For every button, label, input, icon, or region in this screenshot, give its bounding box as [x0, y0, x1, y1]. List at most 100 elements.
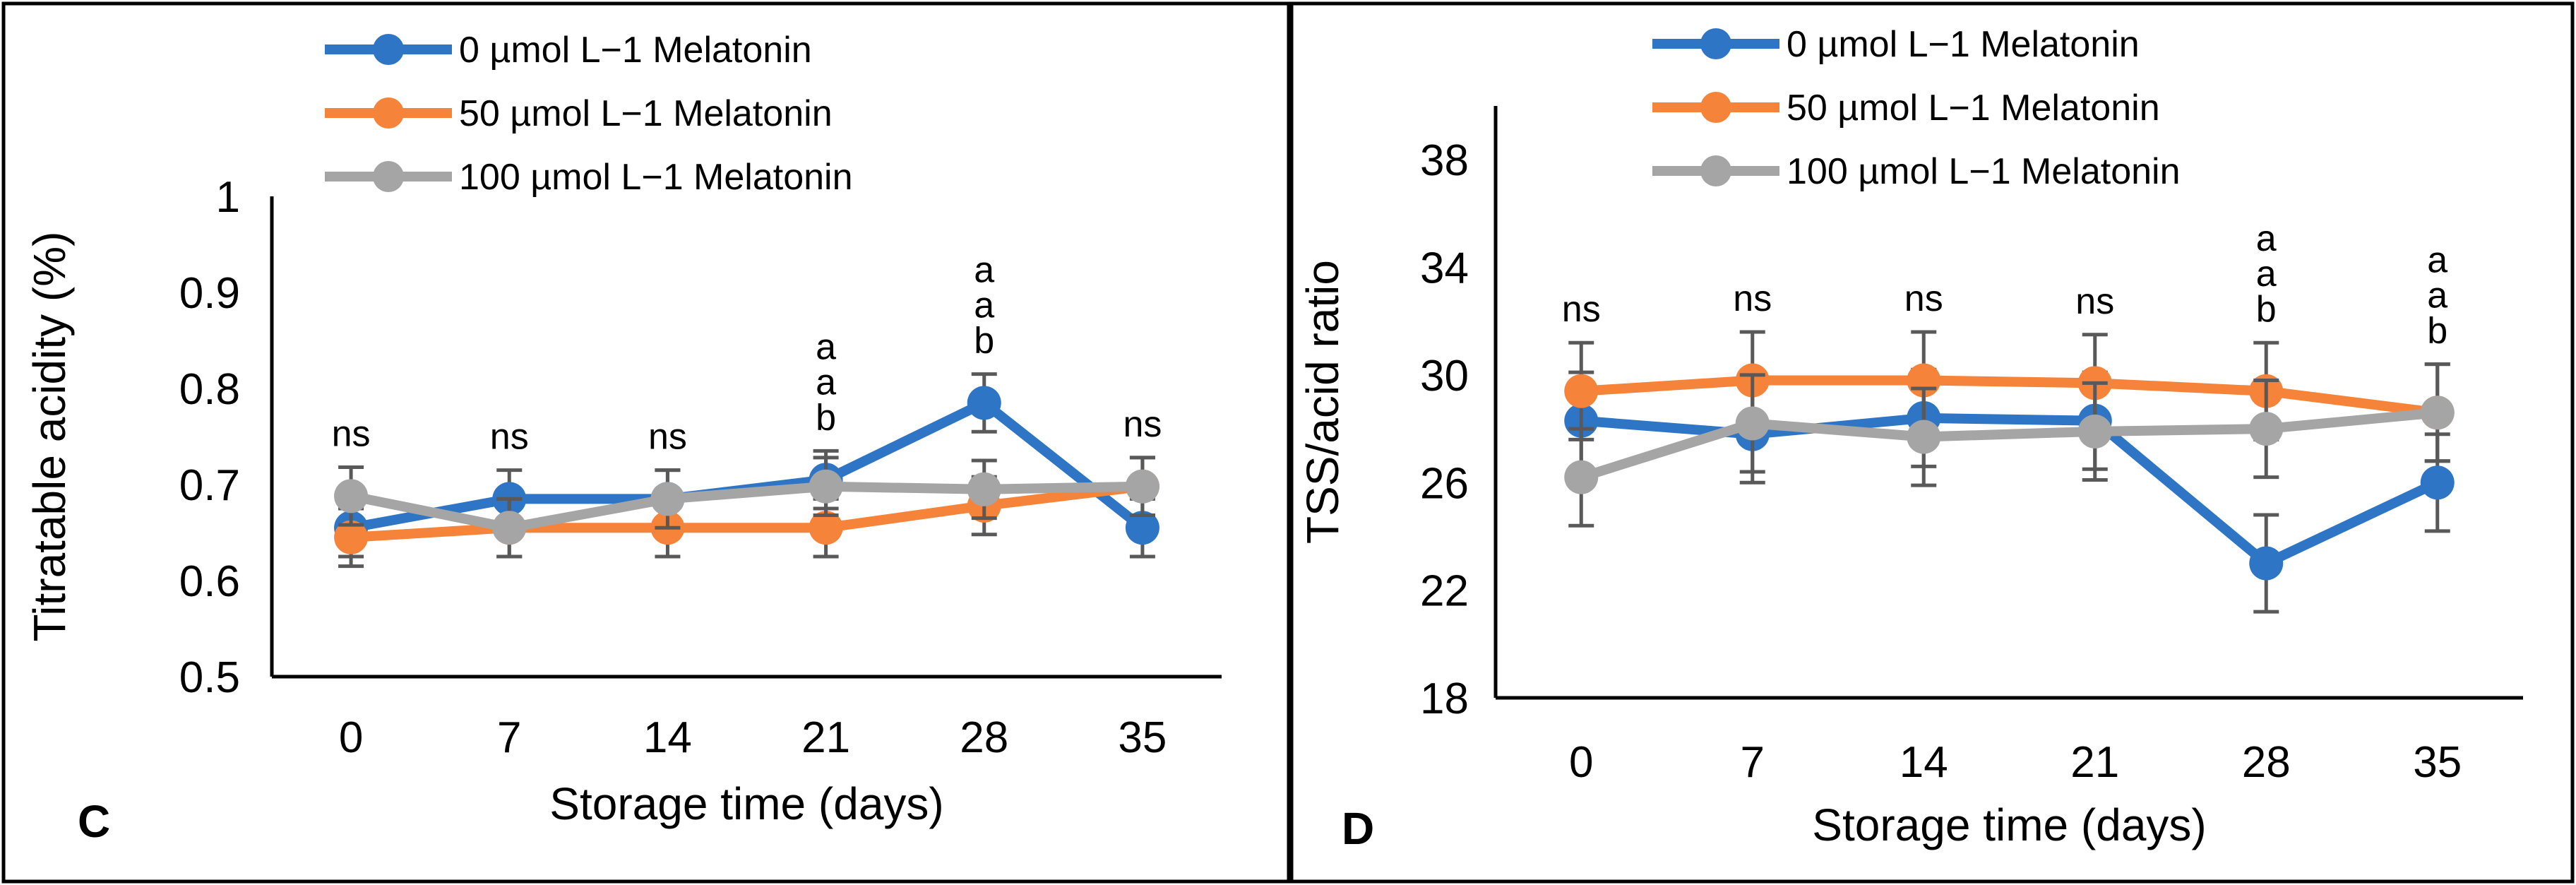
legend-label: 0 µmol L−1 Melatonin: [1787, 24, 2140, 65]
legend-label: 50 µmol L−1 Melatonin: [1787, 88, 2160, 129]
series-line: [1580, 408, 2438, 482]
y-tick-label: 26: [1420, 459, 1469, 508]
data-point: [809, 511, 843, 545]
data-point: [1125, 511, 1159, 545]
legend-item: 50 µmol L−1 Melatonin: [1652, 88, 2160, 129]
significance-letter: a: [974, 250, 994, 291]
significance-letter: ns: [1904, 278, 1943, 319]
legend-swatch-marker: [373, 34, 404, 65]
y-tick-label: 0.5: [179, 653, 240, 702]
y-tick-label: 22: [1420, 567, 1469, 616]
significance-letter: ns: [1562, 289, 1601, 330]
x-tick-label: 21: [2070, 738, 2119, 787]
legend-swatch-marker: [373, 161, 404, 192]
legend-label: 0 µmol L−1 Melatonin: [459, 30, 812, 71]
panel-letter: C: [78, 796, 110, 847]
data-point: [1735, 406, 1770, 441]
y-axis-title: Titratable acidity (%): [24, 232, 75, 642]
panel-frame: [1, 1, 1291, 884]
significance-letter: ns: [332, 414, 371, 455]
significance-letter: b: [2427, 311, 2447, 352]
significance-letter: ns: [1123, 404, 1162, 445]
data-point: [334, 479, 369, 513]
legend-item: 100 µmol L−1 Melatonin: [325, 157, 853, 198]
legend-item: 100 µmol L−1 Melatonin: [1652, 151, 2181, 192]
y-axis-title: TSS/acid ratio: [1297, 260, 1348, 544]
y-tick-label: 38: [1420, 136, 1469, 185]
x-tick-label: 0: [339, 713, 363, 762]
data-point: [334, 520, 369, 554]
significance-letter: ns: [1733, 278, 1772, 319]
data-point: [2420, 465, 2455, 500]
data-point: [1907, 420, 1941, 454]
data-point: [2077, 414, 2112, 449]
legend-swatch-marker: [1700, 28, 1731, 59]
significance-letter: ns: [490, 417, 529, 458]
series-line: [350, 398, 1146, 533]
x-tick-label: 28: [2242, 738, 2291, 787]
data-point: [809, 469, 843, 504]
chart-panel-d: 18 22 26 30 34 38 0 7 14 21 28 35 Storage time (days…: [1289, 1, 2575, 884]
x-tick-label: 0: [1569, 738, 1593, 787]
x-tick-label: 7: [497, 713, 521, 762]
significance-letter: ns: [648, 417, 687, 458]
significance-letter: b: [816, 397, 836, 438]
significance-letter: a: [816, 326, 836, 367]
legend-item: 50 µmol L−1 Melatonin: [325, 93, 833, 134]
y-tick-label: 0.8: [179, 365, 240, 414]
legend-swatch-marker: [373, 97, 404, 129]
data-point: [967, 386, 1001, 420]
y-tick-label: 0.9: [179, 269, 240, 318]
x-tick-label: 35: [1118, 713, 1167, 762]
significance-letter: b: [2256, 289, 2277, 330]
data-point: [1125, 469, 1159, 504]
x-axis-title: Storage time (days): [1812, 800, 2206, 850]
legend-swatch-marker: [1700, 92, 1731, 123]
panel-frame: [1289, 1, 2575, 884]
legend-item: 0 µmol L−1 Melatonin: [1652, 24, 2140, 65]
legend-swatch-marker: [1700, 155, 1731, 186]
series-line: [350, 481, 1143, 533]
legend-label: 100 µmol L−1 Melatonin: [459, 157, 853, 198]
data-point: [2249, 412, 2284, 446]
significance-letter: ns: [2075, 281, 2114, 322]
series-line: [350, 481, 1143, 542]
x-tick-label: 21: [801, 713, 850, 762]
y-tick-label: 18: [1420, 675, 1469, 723]
y-tick-label: 0.7: [179, 461, 240, 510]
significance-letter: a: [2256, 218, 2277, 259]
data-point: [1564, 374, 1599, 408]
data-point: [2249, 546, 2284, 581]
x-axis-title: Storage time (days): [549, 778, 943, 829]
significance-letter: a: [2256, 254, 2277, 295]
y-tick-label: 34: [1420, 244, 1469, 293]
legend-item: 0 µmol L−1 Melatonin: [325, 30, 812, 71]
data-point: [1564, 460, 1599, 494]
significance-letter: a: [2427, 275, 2447, 316]
data-point: [2420, 396, 2455, 430]
series-2: [334, 456, 1159, 559]
x-tick-label: 14: [643, 713, 692, 762]
legend-label: 100 µmol L−1 Melatonin: [1787, 151, 2181, 192]
significance-letter: a: [974, 285, 994, 326]
data-point: [492, 511, 527, 545]
data-point: [967, 472, 1001, 506]
y-tick-label: 1: [216, 173, 240, 222]
y-tick-label: 0.6: [179, 557, 240, 606]
x-tick-label: 7: [1741, 738, 1765, 787]
significance-letter: b: [974, 321, 994, 362]
legend-label: 50 µmol L−1 Melatonin: [459, 93, 833, 134]
y-tick-label: 30: [1420, 352, 1469, 400]
significance-letter: a: [816, 362, 836, 403]
series-line: [1580, 375, 2438, 418]
series-0: [1564, 367, 2455, 614]
x-tick-label: 35: [2413, 738, 2462, 787]
legend: 0 µmol L−1 Melatonin 50 µmol L−1 Melatoni…: [325, 30, 853, 198]
significance-letter: a: [2427, 240, 2447, 281]
data-point: [650, 482, 685, 516]
x-tick-label: 14: [1900, 738, 1948, 787]
series-2: [1564, 362, 2455, 528]
chart-panel-c: 0.5 0.6 0.7 0.8 0.9 1 0 7 14 21 28 35 Storage time (…: [1, 1, 1291, 884]
x-tick-label: 28: [960, 713, 1008, 762]
